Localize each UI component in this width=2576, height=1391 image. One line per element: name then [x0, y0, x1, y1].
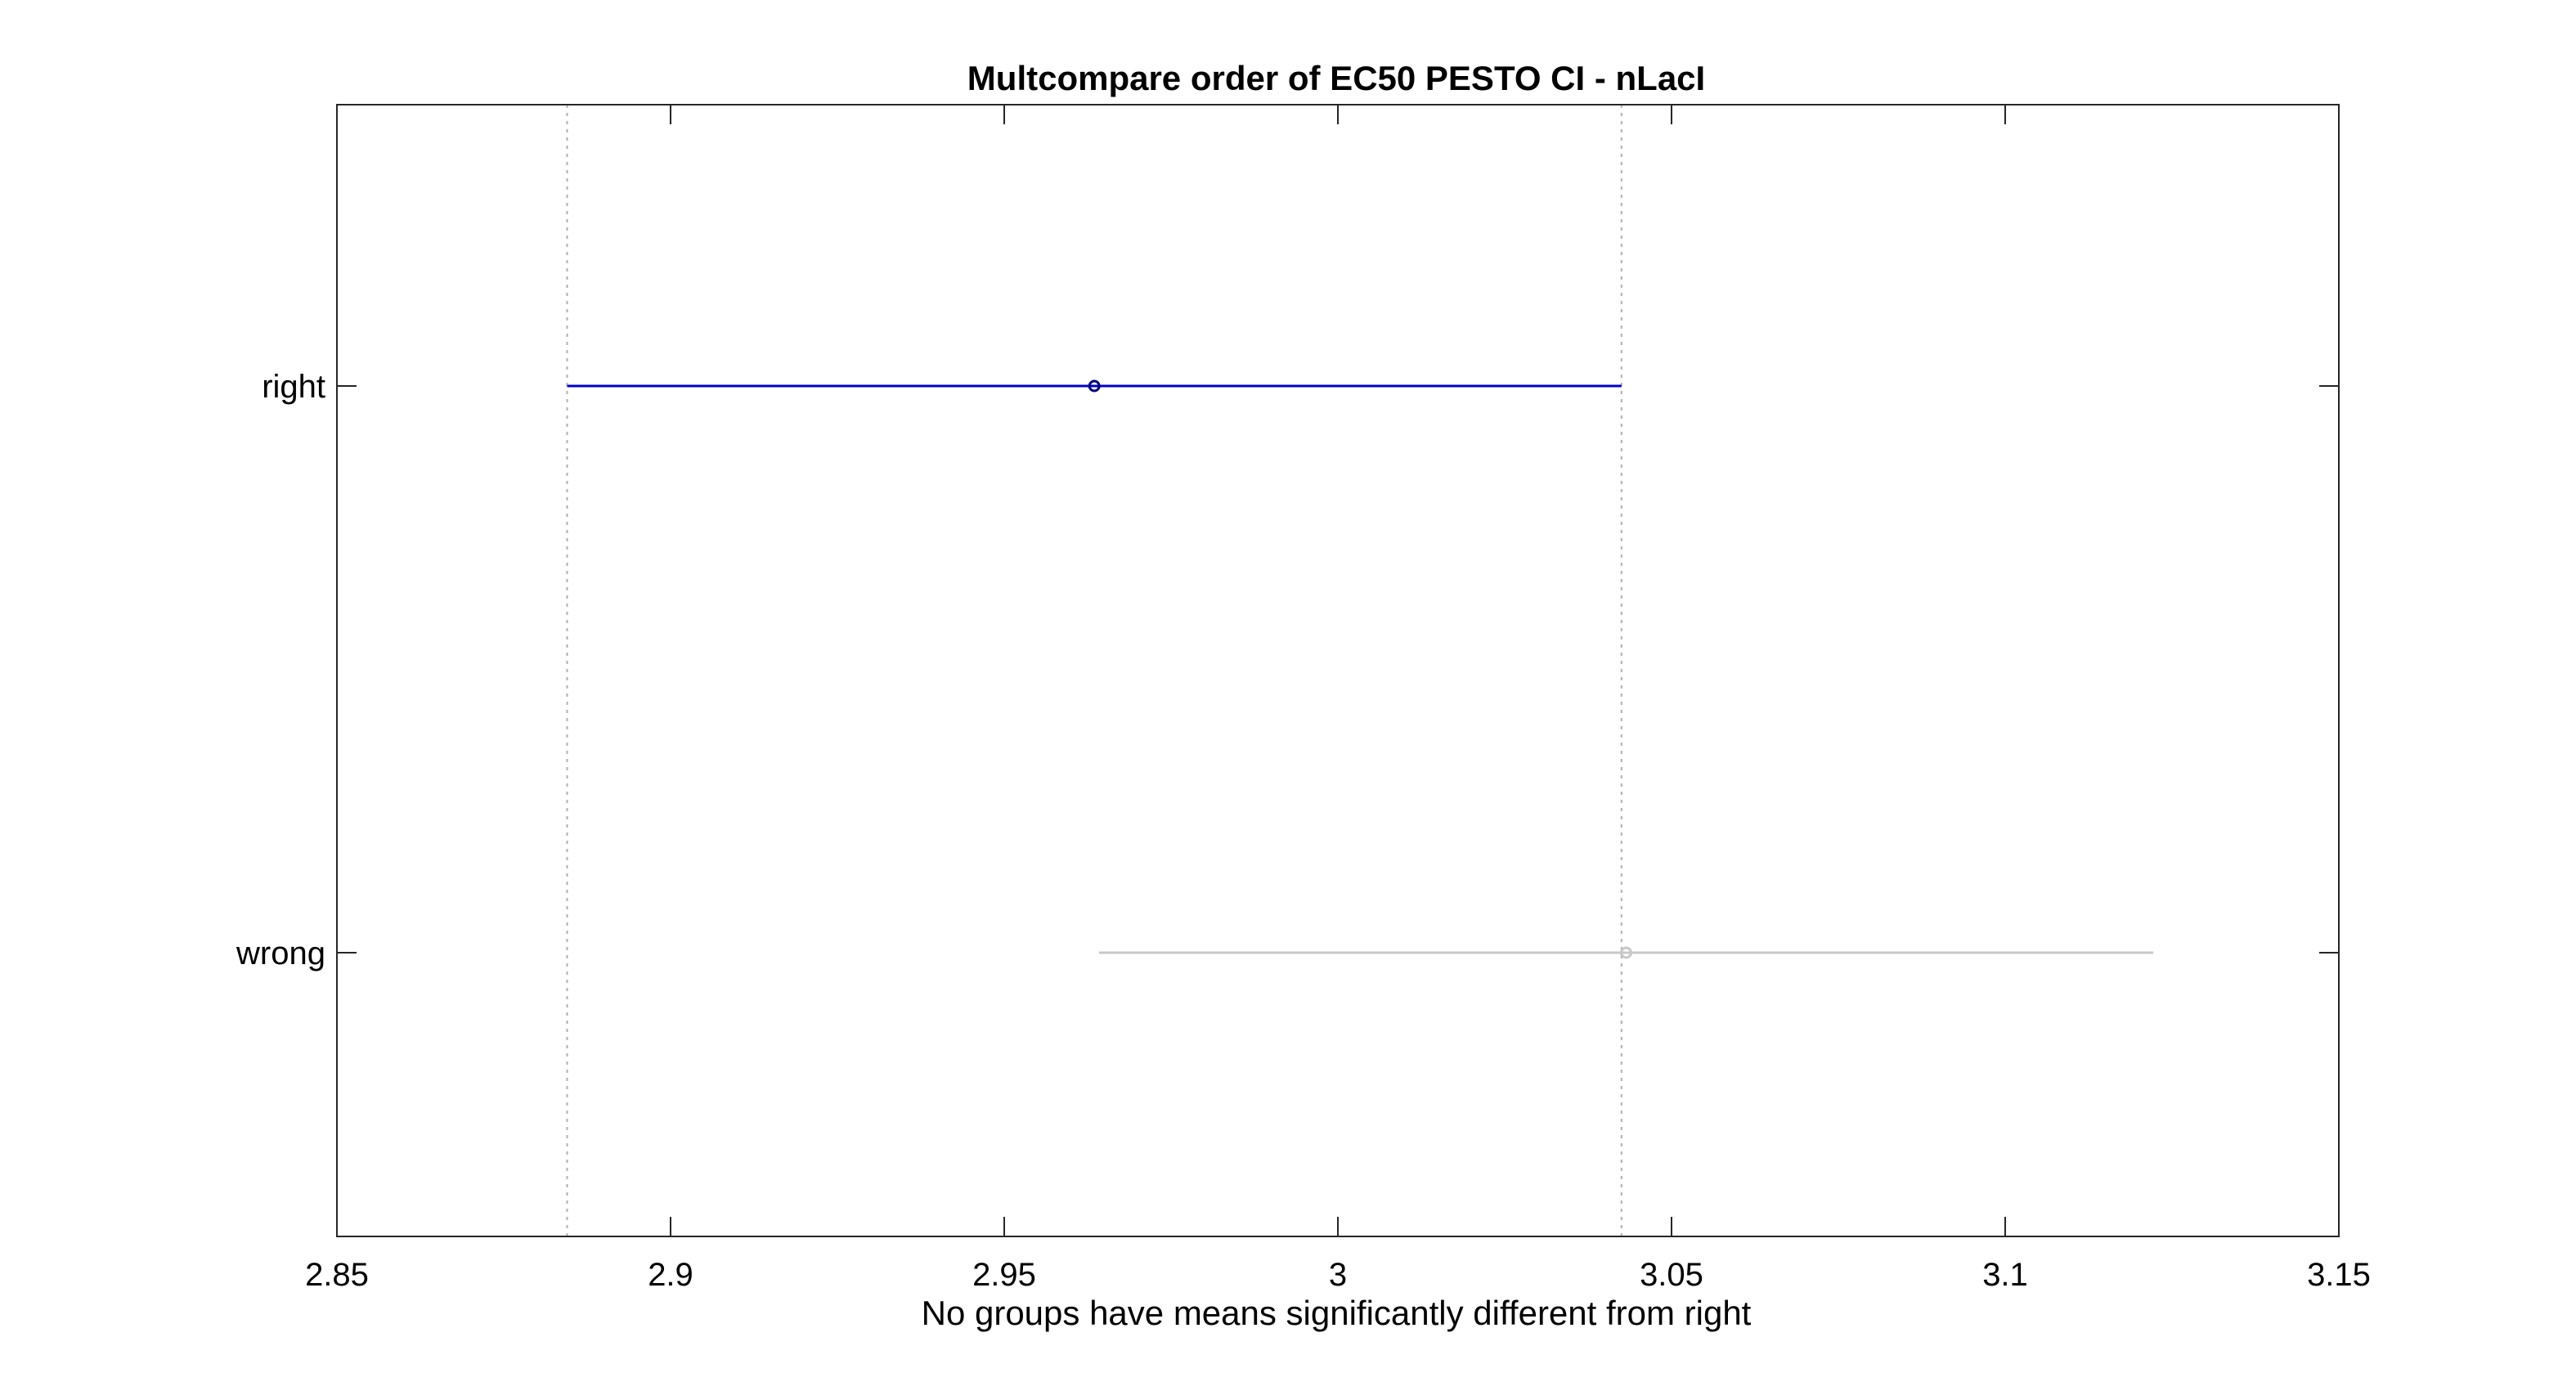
x-tick-label: 3.15 — [2307, 1257, 2371, 1293]
mean-marker-right — [1088, 379, 1101, 393]
x-tick-label: 2.9 — [648, 1257, 693, 1293]
x-tick-label: 3.05 — [1640, 1257, 1703, 1293]
y-tick-label-wrong: wrong — [236, 936, 325, 971]
chart-title: Multcompare order of EC50 PESTO CI - nLa… — [967, 59, 1705, 97]
x-tick-label: 3 — [1329, 1257, 1347, 1293]
x-tick-label: 3.1 — [1982, 1257, 2028, 1293]
y-tick-label-right: right — [262, 369, 325, 405]
x-tick-label: 2.85 — [305, 1257, 369, 1293]
x-axis-label: No groups have means significantly diffe… — [922, 1294, 1752, 1332]
x-tick-label: 2.95 — [972, 1257, 1036, 1293]
mean-marker-wrong — [1620, 946, 1633, 959]
plot-area: 2.85 2.9 2.95 3 3.05 3.1 3.15 right wrong — [236, 104, 2371, 1293]
